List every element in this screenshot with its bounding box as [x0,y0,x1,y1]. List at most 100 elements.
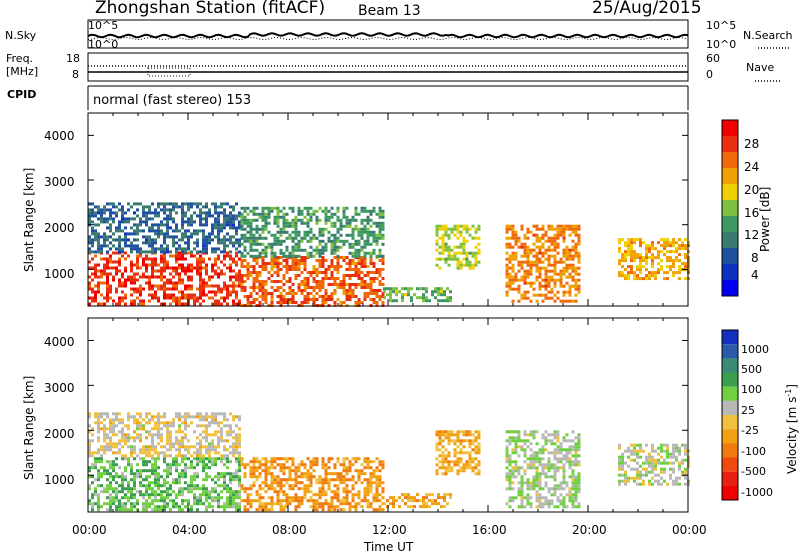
velocity-cell [508,484,512,488]
velocity-cell [651,467,654,471]
velocity-cell [294,469,298,473]
power-cell [395,299,398,303]
power-cell [157,299,160,303]
power-cell [276,239,280,243]
velocity-cell [571,469,575,473]
power-cell [279,268,283,271]
velocity-cell [282,472,286,476]
velocity-cell [381,460,385,464]
power-cell [255,206,259,210]
power-cell [447,245,451,249]
velocity-cell [624,482,627,486]
power-cell [261,206,265,210]
velocity-cell [238,502,241,506]
power-cell [450,257,454,261]
power-cell [474,251,478,255]
power-cell [160,247,163,251]
power-cell [639,277,642,281]
velocity-cell [312,505,316,509]
power-cell [205,205,208,209]
velocity-cell [163,496,166,500]
velocity-cell [205,436,208,440]
velocity-cell [235,490,238,494]
power-cell [261,292,265,295]
velocity-cell [669,476,672,480]
velocity-cell [148,496,151,500]
velocity-cell [663,443,666,447]
power-cell [288,206,292,210]
velocity-cell [223,463,226,467]
velocity-cell [217,502,220,506]
velocity-cell [154,463,157,467]
power-cell [184,296,187,300]
power-cell [348,242,352,246]
power-cell [235,272,238,276]
velocity-cell [196,454,199,458]
power-cell [172,220,175,224]
velocity-cell [199,487,202,491]
velocity-cell [517,481,521,485]
power-cell [172,208,175,212]
velocity-cell [366,478,370,482]
power-cell [354,227,358,231]
power-cell [184,293,187,297]
velocity-cell [574,475,578,479]
velocity-cell [453,439,457,443]
power-cell [553,293,557,297]
velocity-cell [214,499,217,503]
velocity-cell [309,475,313,479]
velocity-cell [378,484,382,488]
power-cell [279,227,283,231]
velocity-cell [205,415,208,419]
velocity-cell [404,496,407,500]
power-cell [562,299,566,303]
velocity-cell [276,457,280,461]
power-cell [109,296,112,300]
power-cell [226,214,229,218]
power-cell [238,299,241,303]
velocity-cell [187,487,190,491]
power-cell [383,290,386,294]
power-cell [112,217,115,221]
power-cell [453,257,457,261]
power-cell [651,259,654,263]
power-cell [294,248,298,252]
power-cell [381,221,385,225]
velocity-cell [172,457,175,461]
velocity-cell [196,412,199,416]
power-cell [508,275,512,279]
velocity-cell [145,445,148,449]
power-cell [508,242,512,246]
power-cell [547,236,551,240]
power-cell [574,227,578,231]
velocity-cell [190,487,193,491]
velocity-cell [523,460,527,464]
velocity-cell [562,505,566,509]
velocity-cell [205,463,208,467]
power-cell [148,293,151,297]
power-cell [648,244,651,248]
power-cell [474,263,478,267]
power-cell [440,290,443,294]
power-cell [279,248,283,252]
velocity-cell [559,442,563,446]
velocity-cell [142,460,145,464]
velocity-cell [261,463,265,467]
power-cell [184,214,187,218]
power-cell [103,208,106,212]
velocity-cell [648,482,651,486]
velocity-cell [145,490,148,494]
power-cell [172,299,175,303]
velocity-cell [106,427,109,431]
velocity-cell [166,448,169,452]
velocity-cell [447,460,451,464]
velocity-cell [220,490,223,494]
power-cell [378,227,382,231]
velocity-cell [100,472,103,476]
power-cell [154,247,157,251]
velocity-cell [303,487,307,491]
velocity-cell [360,499,364,503]
power-cell [223,287,226,291]
power-cell [223,220,226,224]
velocity-cell [535,484,539,488]
